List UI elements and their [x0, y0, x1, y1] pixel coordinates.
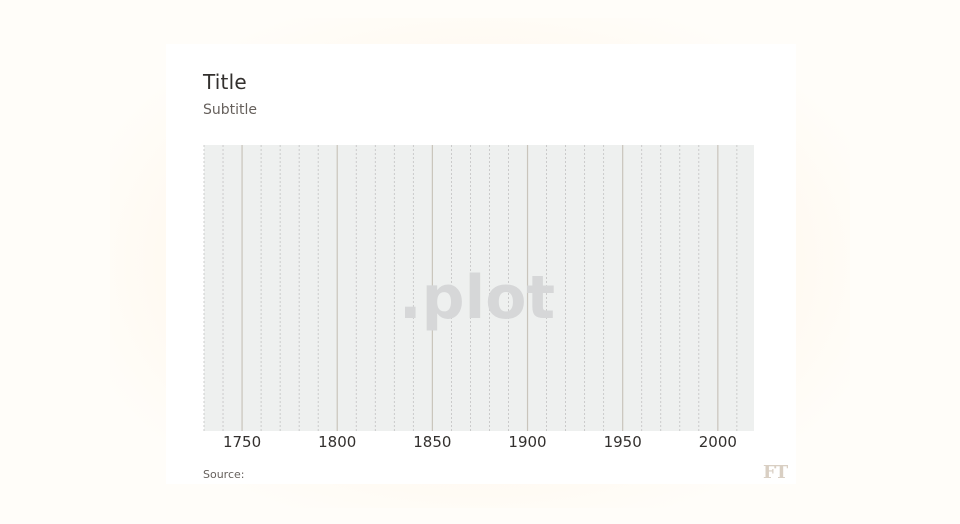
- chart-title: Title: [203, 70, 247, 94]
- source-label: Source:: [203, 468, 245, 481]
- major-gridlines: [241, 145, 719, 431]
- chart-card: Title Subtitle .plot 1750 1800 1850 1900 195…: [166, 44, 796, 484]
- plot-watermark: .plot: [399, 263, 555, 333]
- plot-svg: .plot 1750 1800 1850 1900 1950 2000: [203, 145, 754, 451]
- chart-subtitle: Subtitle: [203, 102, 258, 118]
- x-tick-label: 1950: [604, 433, 642, 451]
- x-tick-label: 1900: [508, 433, 546, 451]
- x-tick-label: 1800: [318, 433, 356, 451]
- x-tick-label: 1850: [413, 433, 451, 451]
- x-axis-tick-labels: 1750 1800 1850 1900 1950 2000: [223, 433, 737, 451]
- x-tick-label: 1750: [223, 433, 261, 451]
- x-tick-label: 2000: [699, 433, 737, 451]
- ft-logo: FT: [763, 462, 788, 483]
- plot-area: [204, 145, 754, 431]
